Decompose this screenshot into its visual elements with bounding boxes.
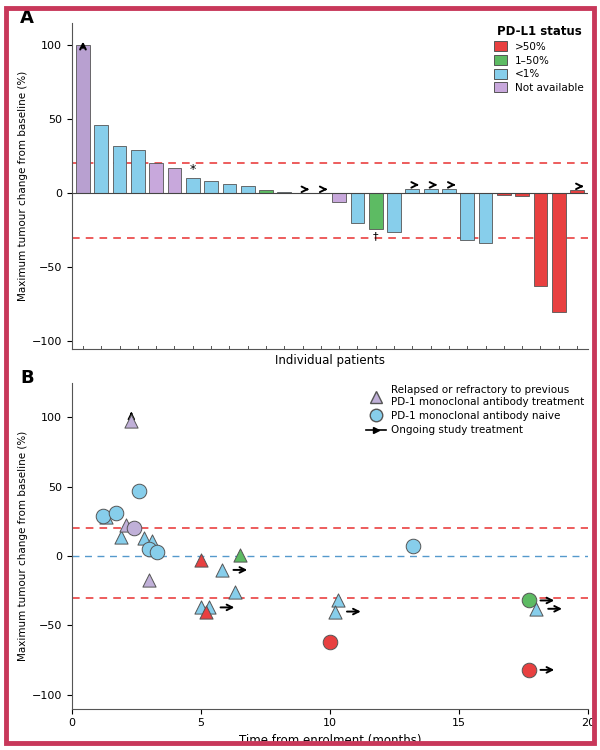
Point — [147, 535, 157, 547]
Point — [116, 530, 126, 542]
Point — [145, 574, 154, 586]
Text: B: B — [20, 370, 34, 388]
Point — [217, 564, 226, 576]
Y-axis label: Maximum tumour change from baseline (%): Maximum tumour change from baseline (%) — [18, 430, 28, 661]
Bar — [131, 150, 145, 193]
Point — [524, 664, 533, 676]
Point — [127, 416, 136, 428]
Text: A: A — [20, 10, 34, 28]
Point — [202, 605, 211, 617]
Point — [230, 586, 239, 598]
Bar — [149, 164, 163, 193]
Bar — [167, 168, 181, 193]
Point — [532, 603, 541, 615]
Bar — [533, 193, 547, 286]
Bar — [424, 188, 437, 193]
Bar — [369, 193, 383, 229]
Legend: Relapsed or refractory to previous
PD-1 monoclonal antibody treatment, PD-1 mono: Relapsed or refractory to previous PD-1 … — [361, 381, 588, 440]
X-axis label: Time from enrolment (months): Time from enrolment (months) — [239, 734, 421, 747]
Bar — [113, 146, 127, 193]
Point — [129, 522, 139, 534]
Point — [325, 636, 335, 648]
Point — [204, 602, 214, 613]
Bar — [204, 182, 218, 193]
Bar — [332, 193, 346, 202]
Point — [134, 484, 144, 496]
Point — [524, 595, 533, 607]
Bar — [515, 193, 529, 196]
Bar — [259, 190, 273, 193]
Point — [101, 512, 110, 524]
Bar — [350, 193, 364, 223]
Bar — [406, 188, 419, 193]
Point — [408, 540, 418, 552]
Bar — [277, 191, 291, 193]
Bar — [570, 190, 584, 193]
Y-axis label: Maximum tumour change from baseline (%): Maximum tumour change from baseline (%) — [18, 70, 28, 301]
Bar — [442, 188, 456, 193]
Point — [121, 520, 131, 532]
Bar — [460, 193, 474, 241]
Bar — [186, 178, 200, 193]
Legend: >50%, 1–50%, <1%, Not available: >50%, 1–50%, <1%, Not available — [490, 21, 588, 98]
Bar — [223, 184, 236, 193]
Bar — [552, 193, 566, 312]
Point — [235, 549, 245, 561]
Bar — [76, 45, 90, 193]
Point — [152, 546, 162, 558]
Point — [196, 554, 206, 566]
Bar — [241, 186, 254, 193]
Point — [139, 532, 149, 544]
Point — [145, 543, 154, 555]
Bar — [387, 193, 401, 232]
Point — [111, 507, 121, 519]
Text: †: † — [373, 231, 379, 241]
Point — [331, 605, 340, 617]
X-axis label: Individual patients: Individual patients — [275, 354, 385, 368]
Text: *: * — [190, 163, 196, 176]
Bar — [479, 193, 493, 244]
Bar — [94, 124, 108, 193]
Point — [333, 595, 343, 607]
Point — [98, 510, 108, 522]
Point — [196, 602, 206, 613]
Bar — [497, 193, 511, 194]
